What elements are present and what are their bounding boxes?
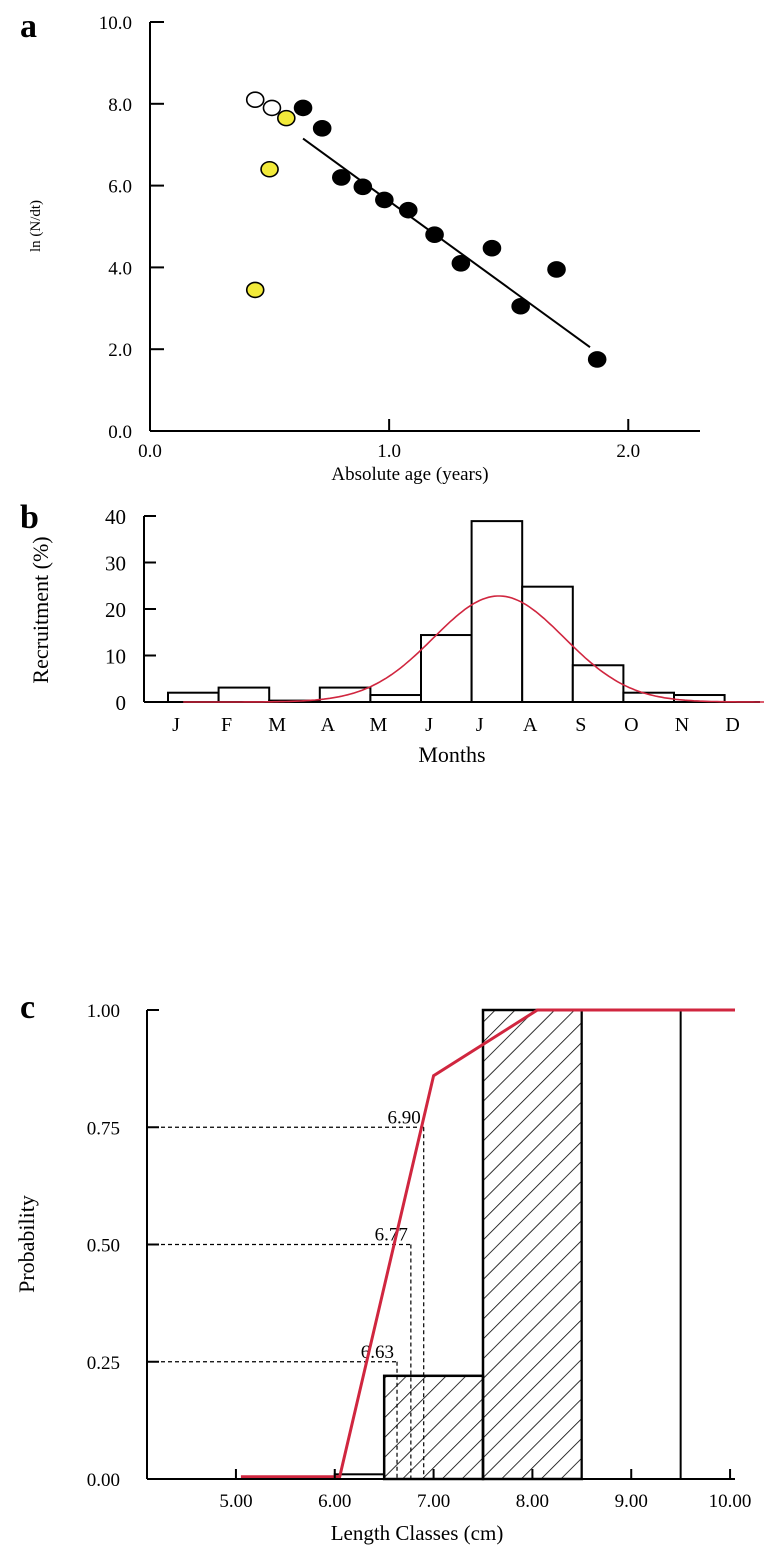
panel-b-month-label: A — [523, 714, 538, 736]
panel-c-x-tick-label: 8.00 — [516, 1491, 549, 1512]
panel-a-x-tick-label: 0.0 — [138, 441, 162, 462]
panel-a-scatter: 0.0 2.0 4.0 6.0 8.0 10.0 0.0 1.0 2.0 Absolute a… — [28, 13, 700, 485]
panel-b-y-tick-label: 0 — [116, 691, 127, 715]
panel-b-month-label: A — [321, 714, 336, 736]
panel-b-month-label: M — [370, 714, 388, 736]
panel-b-month-label: O — [624, 714, 638, 736]
panel-b-y-tick-label: 40 — [105, 505, 126, 529]
panel-c-x-label: Length Classes (cm) — [331, 1521, 504, 1545]
panel-a-y-tick-label: 6.0 — [108, 177, 132, 198]
panel-c-y-label: Probability — [14, 1195, 39, 1293]
panel-c-x-tick-label: 6.00 — [318, 1491, 351, 1512]
panel-b-y-tick-label: 30 — [105, 552, 126, 576]
panel-b-bar-chart: 0 10 20 30 40 J F M A M J J A S O N D Months Recruitmen… — [28, 505, 764, 767]
panel-a-point-filled — [547, 261, 566, 278]
panel-c-y-tick-label: 1.00 — [87, 1001, 120, 1022]
panel-c-y-tick-label: 0.75 — [87, 1118, 120, 1139]
panel-b-month-label: J — [476, 714, 484, 736]
panel-b-y-label: Recruitment (%) — [28, 536, 53, 683]
panel-a-x-label: Absolute age (years) — [331, 464, 488, 485]
panel-c-y-tick-label: 0.25 — [87, 1353, 120, 1374]
panel-b-bar — [369, 694, 422, 704]
panel-a-point-yellow — [260, 160, 279, 178]
panel-a-point-yellow — [245, 281, 265, 299]
panel-a-point-open — [245, 91, 265, 109]
panel-b-month-label: N — [675, 714, 689, 736]
panel-a-point-filled — [375, 191, 394, 209]
panel-c-y-tick-label: 0.00 — [87, 1470, 120, 1491]
panel-c-x-tick-label: 9.00 — [615, 1491, 648, 1512]
panel-a-point-filled — [425, 226, 444, 243]
panel-b-y-tick-label: 20 — [105, 598, 126, 622]
panel-b-normal-curve — [183, 595, 764, 703]
panel-c-maturity-chart: 6.906.776.63 0.000.250.500.751.00 5.00 6.… — [14, 1001, 751, 1545]
panel-b-month-label: J — [172, 714, 180, 736]
panel-b-bar — [470, 520, 524, 703]
panel-b-bar — [571, 664, 625, 704]
panel-c-bar-hatched — [481, 1008, 584, 1481]
panel-b-month-label: S — [575, 714, 586, 736]
panel-a-y-tick-label: 2.0 — [108, 340, 132, 361]
panel-b-x-label: Months — [418, 742, 485, 767]
panel-c-bar — [580, 1009, 682, 1480]
panel-c-ogive-curve — [240, 1008, 735, 1479]
panel-c-bar-hatched — [382, 1374, 485, 1481]
panel-a-y-tick-label: 8.0 — [108, 95, 132, 116]
panel-a-point-filled — [293, 99, 313, 117]
panel-b-month-label: J — [425, 714, 433, 736]
panel-a-point-filled — [398, 201, 418, 219]
panel-c-guide-label: 6.90 — [387, 1107, 420, 1128]
panel-a-y-tick-label: 0.0 — [108, 422, 132, 443]
panel-b-month-label: D — [725, 714, 739, 736]
panel-b-y-tick-label: 10 — [105, 645, 126, 669]
panel-c-x-tick-label: 5.00 — [219, 1491, 252, 1512]
panel-a-y-label: ln (N/dt) — [28, 200, 44, 252]
panel-b-month-label: F — [221, 714, 232, 736]
panel-a-point-filled — [353, 178, 373, 196]
panel-letter-b: b — [20, 499, 39, 536]
panel-c-x-tick-label: 7.00 — [417, 1491, 450, 1512]
panel-c-y-tick-label: 0.50 — [87, 1236, 120, 1257]
panel-a-point-filled — [312, 120, 332, 137]
panel-c-x-tick-label: 10.00 — [709, 1491, 752, 1512]
panel-b-bar — [167, 691, 220, 704]
panel-a-y-tick-label: 10.0 — [99, 13, 132, 34]
panel-b-bar — [521, 585, 574, 703]
panel-a-point-filled — [332, 169, 351, 186]
panel-a-point-open — [262, 99, 282, 117]
panel-a-point-filled — [451, 255, 471, 272]
panel-a-x-tick-label: 2.0 — [616, 441, 640, 462]
panel-a-point-filled — [482, 239, 502, 257]
panel-letter-a: a — [20, 8, 37, 45]
panel-a-point-filled — [511, 297, 530, 315]
panel-a-point-yellow — [277, 109, 296, 127]
panel-letter-c: c — [20, 989, 35, 1026]
panel-a-y-tick-label: 4.0 — [108, 258, 132, 279]
panel-b-bar — [217, 686, 271, 704]
panel-a-point-filled — [587, 351, 607, 368]
panel-a-fit-line — [302, 137, 591, 348]
panel-a-x-tick-label: 1.0 — [377, 441, 401, 462]
panel-b-month-label: M — [268, 714, 286, 736]
panel-b-bar — [420, 634, 473, 703]
panel-c-guide-label: 6.77 — [375, 1225, 408, 1246]
